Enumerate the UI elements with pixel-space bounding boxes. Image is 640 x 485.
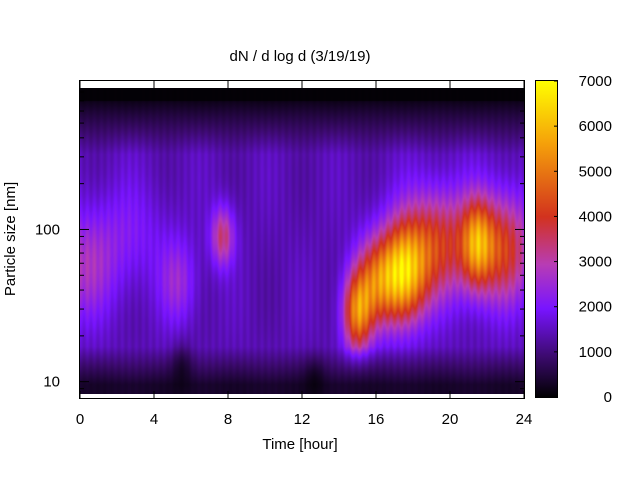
y-axis: 10 100 xyxy=(35,91,524,391)
x-tick-label: 8 xyxy=(224,411,232,428)
colorbar-tick-label: 7000 xyxy=(579,73,612,90)
colorbar-tick-label: 3000 xyxy=(579,254,612,271)
colorbar-tick-label: 0 xyxy=(604,389,612,406)
x-tick-label: 4 xyxy=(150,411,158,428)
colorbar-tick-label: 1000 xyxy=(579,344,612,361)
heatmap-image xyxy=(80,88,524,394)
colorbar: 0 1000 2000 3000 4000 5000 6000 7000 xyxy=(535,73,612,406)
x-axis-label: Time [hour] xyxy=(262,436,337,453)
x-tick-label: 20 xyxy=(442,411,459,428)
y-axis-label: Particle size [nm] xyxy=(2,182,19,296)
plot-border xyxy=(79,80,525,399)
x-tick-label: 16 xyxy=(368,411,385,428)
y-tick-label: 100 xyxy=(35,221,60,238)
colorbar-tick-label: 4000 xyxy=(579,208,612,225)
colorbar-tick-label: 2000 xyxy=(579,299,612,316)
colorbar-tick-label: 5000 xyxy=(579,163,612,180)
colorbar-fill xyxy=(535,80,558,398)
colorbar-tick-label: 6000 xyxy=(579,118,612,135)
x-tick-label: 24 xyxy=(516,411,533,428)
colorbar-ticks: 0 1000 2000 3000 4000 5000 6000 7000 xyxy=(554,73,612,406)
chart-title: dN / d log d (3/19/19) xyxy=(230,48,371,65)
y-tick-label: 10 xyxy=(43,374,60,391)
x-tick-label: 0 xyxy=(76,411,84,428)
x-axis: 0 4 8 12 16 20 24 xyxy=(76,81,533,428)
x-tick-label: 12 xyxy=(294,411,311,428)
heatmap-plot-area xyxy=(79,80,525,399)
